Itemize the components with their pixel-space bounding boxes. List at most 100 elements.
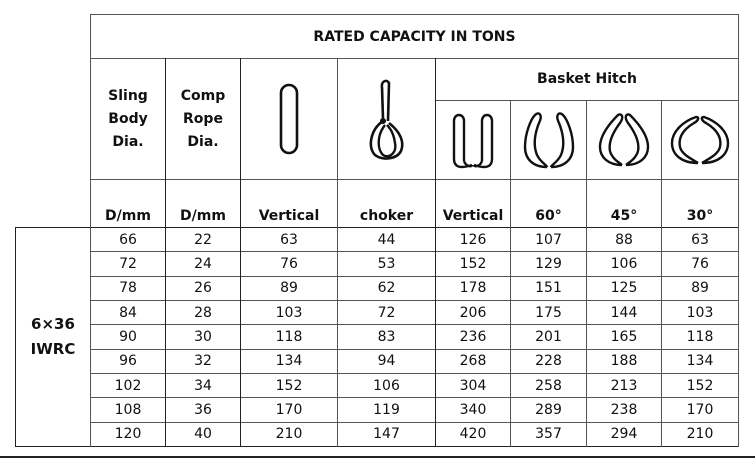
table-title: RATED CAPACITY IN TONS [313,28,516,45]
cell-choker: 44 [377,231,396,248]
cell-comp-rope-dia: 34 [194,377,212,394]
unit-comp-rope: D/mm [180,208,226,224]
header-line: Sling [108,87,148,104]
cell-basket-30: 134 [686,353,714,370]
cell-basket-vertical: 236 [459,328,487,345]
header-line: Dia. [187,133,219,150]
page-bottom-rule [0,456,755,458]
rope-construction-label: 6×36 IWRC [16,228,90,446]
cell-comp-rope-dia: 32 [194,353,212,370]
cell-vertical: 134 [275,353,303,370]
unit-basket-45: 45° [610,208,638,224]
cell-choker: 94 [377,353,396,370]
cell-basket-60: 201 [535,328,562,345]
cell-basket-vertical: 340 [459,401,487,418]
basket-45-icon [587,101,661,179]
label-line: IWRC [30,340,76,358]
cell-basket-60: 175 [535,304,562,321]
cell-sling-body-dia: 78 [119,280,137,297]
cell-basket-45: 144 [610,304,638,321]
header-line: Rope [183,110,223,127]
vertical-loop-icon [241,59,337,179]
cell-vertical: 118 [275,328,303,345]
cell-basket-vertical: 126 [459,231,487,248]
cell-basket-30: 89 [691,280,709,297]
unit-basket-vertical: Vertical [442,208,504,224]
cell-basket-vertical: 206 [459,304,487,321]
cell-basket-60: 228 [535,353,562,370]
cell-comp-rope-dia: 30 [194,328,212,345]
cell-comp-rope-dia: 40 [194,426,212,443]
cell-sling-body-dia: 90 [119,328,137,345]
cell-basket-45: 106 [610,255,638,272]
unit-sling-body: D/mm [105,208,151,224]
cell-choker: 83 [377,328,396,345]
basket-vertical-icon [436,101,510,179]
cell-basket-45: 213 [610,377,638,394]
cell-vertical: 89 [280,280,298,297]
cell-comp-rope-dia: 24 [194,255,212,272]
cell-comp-rope-dia: 22 [194,231,212,248]
cell-basket-30: 103 [686,304,714,321]
cell-vertical: 210 [275,426,303,443]
cell-comp-rope-dia: 26 [194,280,212,297]
cell-basket-60: 107 [535,231,562,248]
header-comp-rope-dia: Comp Rope Dia. [166,59,240,179]
label-line: 6×36 [31,315,75,333]
header-line: Comp [180,87,226,104]
cell-choker: 72 [377,304,396,321]
header-line: Dia. [112,133,144,150]
cell-basket-30: 63 [691,231,709,248]
row-divider [90,397,738,399]
cell-basket-30: 152 [686,377,714,394]
cell-basket-45: 238 [610,401,638,418]
row-divider [90,299,738,301]
header-basket-hitch: Basket Hitch [537,71,637,87]
cell-basket-60: 151 [535,280,562,297]
cell-choker: 147 [373,426,400,443]
cell-basket-vertical: 178 [459,280,487,297]
row-divider [90,348,738,350]
header-sling-body-dia: Sling Body Dia. [91,59,165,179]
cell-basket-45: 294 [610,426,638,443]
cell-sling-body-dia: 72 [119,255,137,272]
cell-sling-body-dia: 66 [119,231,137,248]
cell-basket-60: 258 [535,377,562,394]
cell-choker: 53 [377,255,396,272]
cell-basket-45: 88 [615,231,633,248]
unit-choker: choker [359,208,414,224]
cell-sling-body-dia: 96 [119,353,137,370]
cell-vertical: 170 [275,401,303,418]
unit-basket-60: 60° [535,208,562,224]
row-divider [90,372,738,374]
row-divider [90,324,738,326]
cell-basket-30: 170 [686,401,714,418]
cell-sling-body-dia: 102 [114,377,142,394]
cell-comp-rope-dia: 36 [194,401,212,418]
cell-basket-45: 125 [610,280,638,297]
cell-choker: 62 [377,280,396,297]
cell-sling-body-dia: 108 [114,401,142,418]
basket-60-icon [511,101,586,179]
cell-basket-45: 188 [610,353,638,370]
unit-vertical: Vertical [258,208,320,224]
cell-basket-30: 76 [691,255,709,272]
row-divider [90,275,738,277]
cell-basket-60: 129 [535,255,562,272]
header-line: Body [108,110,148,127]
row-divider [90,251,738,253]
cell-sling-body-dia: 120 [114,426,142,443]
row-divider [90,421,738,423]
cell-basket-30: 118 [686,328,714,345]
choker-hitch-icon [338,59,435,179]
cell-basket-vertical: 304 [459,377,487,394]
cell-choker: 119 [373,401,400,418]
cell-vertical: 63 [280,231,298,248]
cell-basket-vertical: 420 [459,426,487,443]
cell-vertical: 76 [280,255,298,272]
cell-basket-30: 210 [686,426,714,443]
cell-basket-vertical: 152 [459,255,487,272]
cell-vertical: 152 [275,377,303,394]
basket-30-icon [662,101,738,179]
cell-choker: 106 [373,377,400,394]
